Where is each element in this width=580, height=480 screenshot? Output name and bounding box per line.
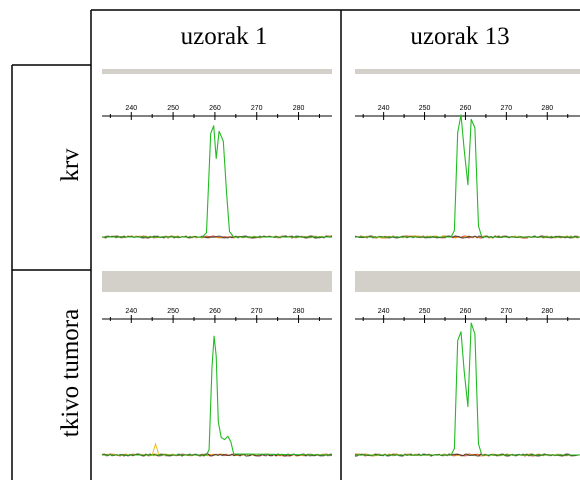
x-tick-label: 260	[460, 308, 472, 315]
panel-header-bar	[102, 69, 332, 74]
panel-3: 240 250 260 270 280	[101, 271, 333, 457]
column-header-2: uzorak 13	[410, 23, 509, 50]
artifact-peak	[151, 442, 160, 456]
x-tick-label: 240	[378, 105, 390, 112]
series-line	[355, 322, 580, 456]
panel-header-bar	[355, 69, 580, 74]
row-header-2: tkivo tumora	[57, 309, 84, 437]
table-frame	[11, 9, 580, 480]
series-line	[102, 335, 333, 456]
x-tick-label: 250	[167, 308, 179, 315]
x-tick-label: 270	[501, 105, 513, 112]
x-tick-label: 270	[251, 308, 263, 315]
x-tick-label: 270	[501, 308, 513, 315]
panel-1: 240 250 260 270 280	[101, 69, 333, 239]
x-tick-label: 250	[419, 308, 431, 315]
panel-4: 240 250 260 270 280	[354, 271, 580, 457]
x-tick-label: 280	[541, 308, 553, 315]
x-tick-label: 240	[378, 308, 390, 315]
x-tick-label: 270	[251, 105, 263, 112]
panel-2: 240 250 260 270 280	[354, 69, 580, 239]
series-line	[355, 114, 580, 238]
column-header-1: uzorak 1	[181, 23, 268, 50]
x-tick-label: 240	[125, 308, 137, 315]
panel-header-bar	[355, 271, 580, 292]
x-tick-label: 280	[541, 105, 553, 112]
x-tick-label: 280	[293, 105, 305, 112]
x-tick-label: 260	[209, 308, 221, 315]
panel-header-bar	[102, 271, 332, 292]
x-tick-label: 260	[460, 105, 472, 112]
x-tick-label: 260	[209, 105, 221, 112]
x-tick-label: 250	[419, 105, 431, 112]
x-tick-label: 240	[125, 105, 137, 112]
series-line	[102, 125, 332, 238]
x-tick-label: 280	[293, 308, 305, 315]
x-tick-label: 250	[167, 105, 179, 112]
row-header-1: krv	[57, 148, 84, 182]
